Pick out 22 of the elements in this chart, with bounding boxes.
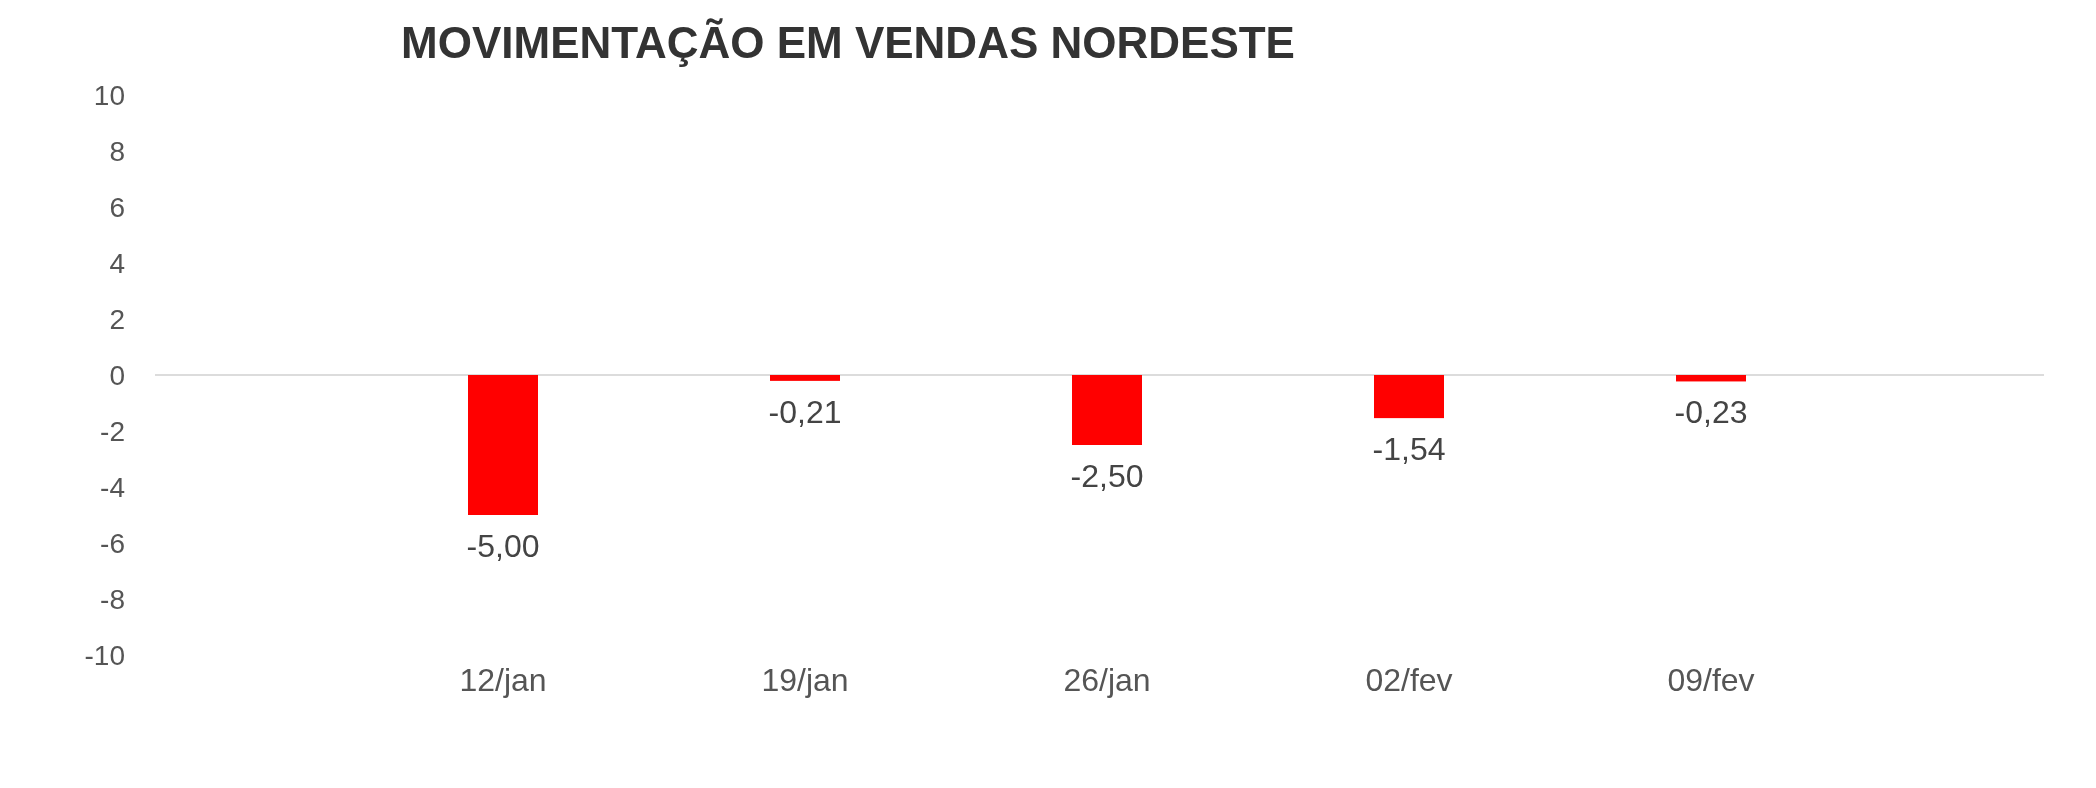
y-tick-label: -10 [84,639,125,671]
chart-title: MOVIMENTAÇÃO EM VENDAS NORDESTE [401,18,1295,67]
x-tick-label: 02/fev [1365,662,1453,699]
x-tick-label: 09/fev [1667,662,1755,699]
data-label: -0,23 [1674,394,1748,431]
data-label: -0,21 [768,393,842,430]
y-tick-label: 4 [109,247,125,279]
data-label: -5,00 [466,528,540,564]
y-tick-label: -4 [100,471,125,503]
y-tick-label: -2 [100,415,125,447]
y-tick-label: -6 [100,527,125,559]
data-label: -1,54 [1372,431,1446,468]
y-tick-label: 0 [109,359,125,391]
y-tick-label: 8 [109,135,125,167]
x-tick-label: 26/jan [1063,662,1151,699]
x-tick-label: 12/jan [459,662,547,699]
y-tick-label: 10 [93,79,125,111]
y-tick-label: -8 [100,583,125,615]
x-tick-label: 19/jan [761,662,849,699]
data-label: -2,50 [1070,458,1144,494]
y-tick-label: 6 [109,191,125,223]
y-tick-label: 2 [109,303,125,335]
